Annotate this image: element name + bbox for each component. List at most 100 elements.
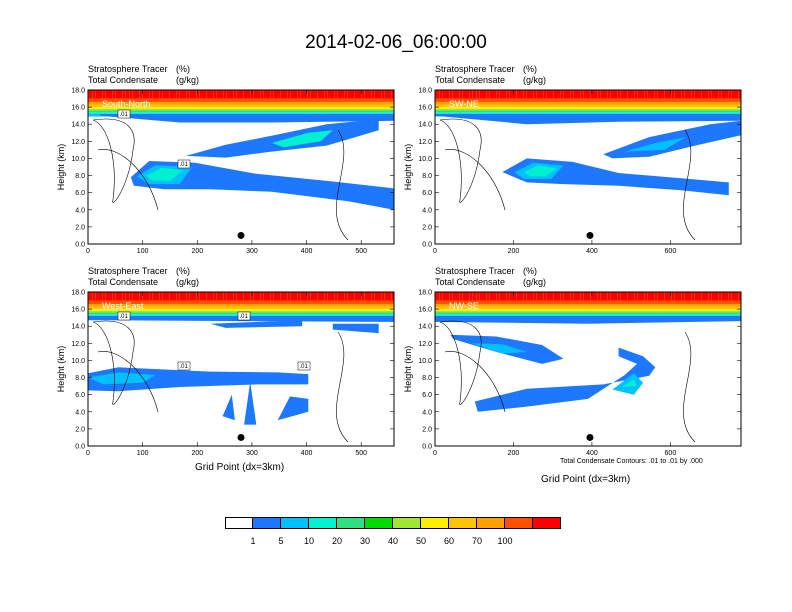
- contour-label-box: [117, 109, 131, 119]
- x-tick-label: 100: [137, 450, 149, 457]
- stratosphere-band-5: [435, 310, 741, 313]
- stratosphere-streak: [213, 292, 214, 304]
- stratosphere-streak: [570, 292, 571, 304]
- stratosphere-streak: [287, 292, 288, 304]
- stratosphere-streak: [179, 90, 180, 102]
- stratosphere-band-7: [88, 112, 394, 114]
- condensate-contour-0: [439, 320, 482, 405]
- stratosphere-streak: [337, 90, 338, 102]
- stratosphere-streak: [489, 90, 490, 102]
- stratosphere-streak: [371, 292, 372, 304]
- stratosphere-streak: [159, 90, 160, 102]
- y-tick-label: 18.0: [71, 88, 85, 95]
- contour-label: .01: [240, 314, 249, 320]
- stratosphere-streak: [684, 292, 685, 304]
- colorbar-label: 30: [359, 536, 371, 546]
- tracer-region-2: [146, 167, 183, 181]
- stratosphere-streak: [324, 90, 325, 102]
- stratosphere-streak: [459, 292, 460, 304]
- stratosphere-band-7: [435, 314, 741, 316]
- stratosphere-band-0: [88, 292, 394, 301]
- stratosphere-streak: [162, 90, 163, 102]
- stratosphere-streak: [684, 90, 685, 102]
- stratosphere-streak: [634, 90, 635, 102]
- contour-label: .01: [120, 112, 129, 118]
- stratosphere-streak: [112, 292, 113, 304]
- stratosphere-band-0: [435, 292, 741, 301]
- subtitle-condensate: Total Condensate: [435, 277, 506, 287]
- stratosphere-streak: [115, 292, 116, 304]
- condensate-contour-2: [683, 129, 696, 241]
- stratosphere-streak: [226, 292, 227, 304]
- stratosphere-streak: [597, 90, 598, 102]
- stratosphere-streak: [273, 292, 274, 304]
- stratosphere-band-3: [88, 104, 394, 108]
- stratosphere-streak: [489, 292, 490, 304]
- stratosphere-streak: [543, 292, 544, 304]
- stratosphere-streak: [439, 292, 440, 304]
- panel-label: South-North: [102, 99, 151, 109]
- stratosphere-streak: [92, 292, 93, 304]
- colorbar-swatch: [505, 517, 533, 529]
- y-tick-label: 12.0: [418, 341, 432, 348]
- stratosphere-streak: [149, 292, 150, 304]
- stratosphere-streak: [452, 292, 453, 304]
- panel-subtitle-1: Stratosphere Tracer (%): [435, 64, 537, 75]
- stratosphere-streak: [499, 90, 500, 102]
- stratosphere-streak: [179, 292, 180, 304]
- stratosphere-streak: [361, 292, 362, 304]
- stratosphere-streak: [600, 292, 601, 304]
- y-tick-label: 0.0: [75, 444, 85, 451]
- stratosphere-streak: [280, 90, 281, 102]
- stratosphere-streak: [476, 90, 477, 102]
- stratosphere-streak: [162, 292, 163, 304]
- tracer-region-0: [130, 161, 395, 210]
- stratosphere-streak: [479, 292, 480, 304]
- panel-label: SW-NE: [449, 99, 479, 109]
- stratosphere-streak: [627, 292, 628, 304]
- colorbar-label: 40: [387, 536, 399, 546]
- stratosphere-streak: [381, 90, 382, 102]
- x-tick-label: 200: [508, 450, 520, 457]
- stratosphere-streak: [105, 90, 106, 102]
- stratosphere-streak: [324, 292, 325, 304]
- stratosphere-streak: [442, 90, 443, 102]
- tracer-region-2: [332, 323, 379, 334]
- colorbar-label: 20: [331, 536, 343, 546]
- condensate-contour-2: [683, 331, 696, 443]
- stratosphere-streak: [307, 90, 308, 102]
- y-tick-label: 2.0: [422, 426, 432, 433]
- colorbar-swatch: [281, 517, 309, 529]
- stratosphere-streak: [310, 90, 311, 102]
- stratosphere-streak: [634, 292, 635, 304]
- stratosphere-band-3: [435, 104, 741, 108]
- plot-frame: [87, 89, 395, 245]
- plot-frame: [87, 291, 395, 447]
- tracer-region-2: [621, 379, 637, 387]
- stratosphere-streak: [112, 90, 113, 102]
- x-axis-title-left: Grid Point (dx=3km): [195, 462, 285, 473]
- stratosphere-streak: [169, 90, 170, 102]
- stratosphere-streak: [139, 90, 140, 102]
- x-tick-label: 400: [301, 248, 313, 255]
- contour-label: .01: [180, 162, 189, 168]
- y-tick-label: 12.0: [71, 341, 85, 348]
- stratosphere-streak: [657, 292, 658, 304]
- chart-panel-sw-ne: Stratosphere Tracer (%) Total Condensate…: [403, 64, 742, 255]
- stratosphere-streak: [129, 292, 130, 304]
- colorbar-swatch: [253, 517, 281, 529]
- y-axis-title: Height (km): [403, 346, 413, 393]
- contour-label-box: [177, 361, 191, 371]
- heatmap-plot: .01 .01 .01 .01 0.0 2.0 4.0 6.0 8.0 10.0 12.0 14.0 1…: [56, 290, 395, 457]
- stratosphere-streak: [442, 292, 443, 304]
- x-tick-label: 100: [137, 248, 149, 255]
- stratosphere-streak: [476, 292, 477, 304]
- stratosphere-streak: [243, 292, 244, 304]
- stratosphere-streak: [664, 90, 665, 102]
- x-tick-label: 0: [86, 248, 90, 255]
- stratosphere-band-2: [88, 101, 394, 105]
- stratosphere-streak: [738, 90, 739, 102]
- stratosphere-streak: [469, 292, 470, 304]
- stratosphere-streak: [620, 292, 621, 304]
- stratosphere-band-7: [435, 112, 741, 114]
